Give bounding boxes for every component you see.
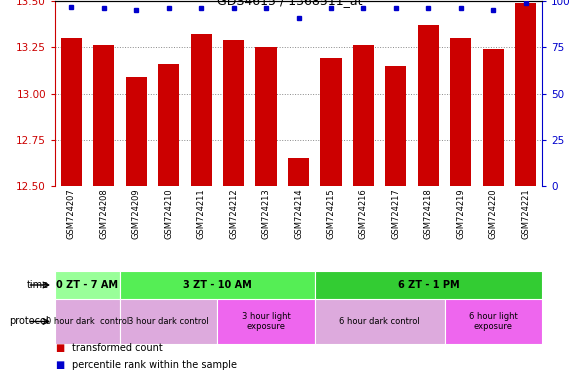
Text: 0 ZT - 7 AM: 0 ZT - 7 AM xyxy=(56,280,118,290)
Text: 6 hour dark control: 6 hour dark control xyxy=(339,317,420,326)
Text: GSM724209: GSM724209 xyxy=(132,189,141,239)
Text: transformed count: transformed count xyxy=(72,343,163,353)
Bar xyxy=(191,34,212,186)
Bar xyxy=(315,299,445,344)
Text: protocol: protocol xyxy=(10,316,49,326)
Text: GSM724212: GSM724212 xyxy=(229,189,238,239)
Text: time: time xyxy=(27,280,49,290)
Text: GSM724219: GSM724219 xyxy=(456,189,465,239)
Text: GSM724211: GSM724211 xyxy=(197,189,205,239)
Text: ■: ■ xyxy=(55,360,64,370)
Text: 0 hour dark  control: 0 hour dark control xyxy=(46,317,129,326)
Bar xyxy=(55,271,120,299)
Text: GDS4615 / 1368511_at: GDS4615 / 1368511_at xyxy=(218,0,362,7)
Bar xyxy=(450,38,472,186)
Bar xyxy=(288,158,309,186)
Text: GSM724220: GSM724220 xyxy=(489,189,498,239)
Bar xyxy=(483,49,504,186)
Bar xyxy=(315,271,542,299)
Text: GSM724217: GSM724217 xyxy=(392,189,400,239)
Bar xyxy=(445,299,542,344)
Bar xyxy=(385,66,407,186)
Bar xyxy=(223,40,244,186)
Bar xyxy=(55,299,120,344)
Bar xyxy=(218,299,315,344)
Bar xyxy=(353,45,374,186)
Text: GSM724216: GSM724216 xyxy=(359,189,368,239)
Text: percentile rank within the sample: percentile rank within the sample xyxy=(72,360,237,370)
Bar xyxy=(515,3,536,186)
Bar xyxy=(61,38,82,186)
Bar xyxy=(120,271,315,299)
Text: 3 hour dark control: 3 hour dark control xyxy=(128,317,209,326)
Bar xyxy=(320,58,342,186)
Text: 6 ZT - 1 PM: 6 ZT - 1 PM xyxy=(397,280,459,290)
Text: GSM724213: GSM724213 xyxy=(262,189,270,239)
Text: GSM724218: GSM724218 xyxy=(424,189,433,239)
Text: 6 hour light
exposure: 6 hour light exposure xyxy=(469,312,518,331)
Text: GSM724214: GSM724214 xyxy=(294,189,303,239)
Text: 3 ZT - 10 AM: 3 ZT - 10 AM xyxy=(183,280,252,290)
Bar xyxy=(126,77,147,186)
Bar xyxy=(255,47,277,186)
Text: GSM724207: GSM724207 xyxy=(67,189,76,239)
Bar xyxy=(93,45,114,186)
Text: GSM724210: GSM724210 xyxy=(164,189,173,239)
Text: GSM724221: GSM724221 xyxy=(521,189,530,239)
Bar xyxy=(120,299,218,344)
Bar xyxy=(418,25,439,186)
Text: ■: ■ xyxy=(55,343,64,353)
Text: GSM724215: GSM724215 xyxy=(327,189,335,239)
Text: GSM724208: GSM724208 xyxy=(99,189,108,239)
Text: 3 hour light
exposure: 3 hour light exposure xyxy=(242,312,291,331)
Bar xyxy=(158,64,179,186)
